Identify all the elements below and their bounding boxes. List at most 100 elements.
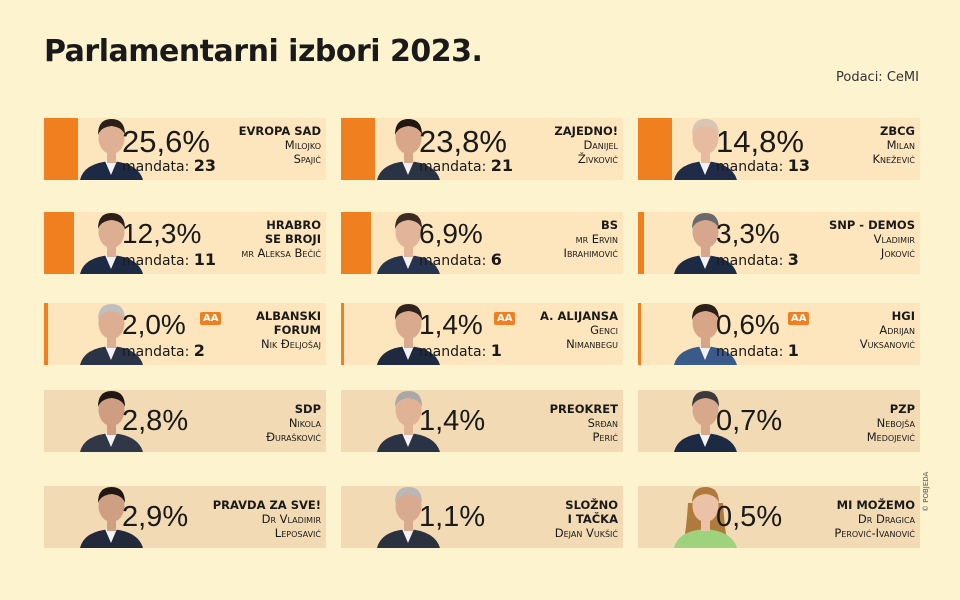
candidate-name: Milojko Spajić: [284, 138, 321, 166]
party-info: PZP Nebojša Medojević: [867, 402, 915, 444]
seats-number: 21: [490, 156, 514, 175]
page-title: Parlamentarni izbori 2023.: [44, 34, 483, 69]
party-name: SNP - DEMOS: [828, 218, 915, 232]
seat-share-stripe: [638, 303, 641, 365]
result-card: 0,5% MI MOŽEMO Dr Dragica Perović-Ivanović: [638, 486, 920, 548]
party-name: BS: [600, 218, 618, 232]
party-info: SNP - DEMOS Vladimir Joković: [829, 218, 915, 260]
party-info: SDP Nikola Đurašković: [266, 402, 321, 444]
result-card: 3,3% mandata: 3 SNP - DEMOS Vladimir Joković: [638, 212, 920, 274]
result-card: 1,4% AA mandata: 1 A. ALIJANSA Genci Nimanbeg…: [341, 303, 623, 365]
result-card: 1,4% PREOKRET Srđan Perić: [341, 390, 623, 452]
candidate-photo: [371, 377, 446, 452]
result-card: 12,3% mandata: 11 HRABRO SE BROJI mr Aleksa …: [44, 212, 326, 274]
result-card: 2,9% PRAVDA ZA SVE! Dr Vladimir Leposavić: [44, 486, 326, 548]
vote-percent: 14,8%: [716, 124, 804, 159]
vote-percent: 1,4%: [419, 309, 483, 340]
party-name: ZAJEDNO!: [554, 124, 618, 138]
result-card: 0,6% AA mandata: 1 HGI Adrijan Vuksanović: [638, 303, 920, 365]
vote-percent: 2,8%: [122, 405, 189, 437]
vote-percent: 2,0%: [122, 309, 186, 340]
candidate-photo: [371, 199, 446, 274]
seats-number: 11: [193, 250, 217, 269]
party-name: PZP: [889, 402, 915, 416]
aa-badge: AA: [494, 312, 516, 325]
candidate-photo: [74, 290, 149, 365]
seats-number: 1: [787, 341, 799, 360]
candidate-photo: [668, 105, 743, 180]
seats-label: mandata:: [716, 344, 788, 360]
vote-percent: 0,5%: [716, 501, 783, 533]
party-info: ALBANSKI FORUM Nik Đeljošaj: [256, 309, 321, 351]
vote-percent: 0,7%: [716, 405, 783, 437]
seats-number: 3: [787, 250, 799, 269]
party-name: EVROPA SAD: [238, 124, 321, 138]
seats-number: 6: [490, 250, 502, 269]
seats-label: mandata:: [419, 253, 491, 269]
candidate-photo: [371, 290, 446, 365]
result-card: 14,8% mandata: 13 ZBCG Milan Knežević: [638, 118, 920, 180]
result-card: 6,9% mandata: 6 BS mr Ervin Ibrahimović: [341, 212, 623, 274]
seats-number: 23: [193, 156, 217, 175]
seat-share-stripe: [341, 303, 344, 365]
vote-percent: 23,8%: [419, 124, 507, 159]
party-info: ZAJEDNO! Danijel Živković: [554, 124, 618, 166]
vote-percent: 1,4%: [419, 405, 486, 437]
seats-count: mandata: 23: [122, 156, 216, 175]
vote-percent: 25,6%: [122, 124, 210, 159]
candidate-name: Nik Đeljošaj: [260, 337, 321, 351]
candidate-name: Adrijan Vuksanović: [859, 323, 915, 351]
seat-share-stripe: [341, 118, 375, 180]
seats-label: mandata:: [716, 159, 788, 175]
candidate-photo: [74, 377, 149, 452]
seat-share-stripe: [44, 303, 48, 365]
party-name: PREOKRET: [549, 402, 618, 416]
seats-number: 1: [490, 341, 502, 360]
seats-label: mandata:: [122, 344, 194, 360]
seats-label: mandata:: [419, 344, 491, 360]
candidate-name: Vladimir Joković: [873, 232, 915, 260]
seats-label: mandata:: [716, 253, 788, 269]
party-name: HGI: [891, 309, 915, 323]
party-name: ALBANSKI FORUM: [256, 309, 321, 337]
party-info: A. ALIJANSA Genci Nimanbegu: [540, 309, 618, 351]
vote-percent: 1,1%: [419, 501, 486, 533]
candidate-photo: [668, 199, 743, 274]
party-name: ZBCG: [880, 124, 915, 138]
result-card: 23,8% mandata: 21 ZAJEDNO! Danijel Živković: [341, 118, 623, 180]
candidate-name: Srđan Perić: [587, 416, 618, 444]
candidate-photo: [74, 199, 149, 274]
seat-share-stripe: [638, 118, 672, 180]
seats-count: mandata: 3: [716, 250, 799, 269]
candidate-name: mr Aleksa Bečić: [241, 246, 321, 260]
result-card: 1,1% SLOŽNO I TAČKA Dejan Vukšić: [341, 486, 623, 548]
candidate-name: Milan Knežević: [872, 138, 915, 166]
party-info: MI MOŽEMO Dr Dragica Perović-Ivanović: [834, 498, 915, 540]
candidate-photo: [668, 473, 743, 548]
seats-count: mandata: 2: [122, 341, 205, 360]
vote-percent: 3,3%: [716, 218, 780, 249]
party-info: ZBCG Milan Knežević: [872, 124, 915, 166]
seats-label: mandata:: [122, 159, 194, 175]
candidate-photo: [371, 473, 446, 548]
candidate-name: mr Ervin Ibrahimović: [563, 232, 618, 260]
seat-share-stripe: [44, 212, 74, 274]
party-info: SLOŽNO I TAČKA Dejan Vukšić: [555, 498, 618, 540]
candidate-name: Nikola Đurašković: [266, 416, 321, 444]
candidate-photo: [668, 290, 743, 365]
party-info: HGI Adrijan Vuksanović: [860, 309, 915, 351]
seats-number: 13: [787, 156, 811, 175]
vote-percent: 2,9%: [122, 501, 189, 533]
candidate-photo: [668, 377, 743, 452]
vote-percent: 12,3%: [122, 218, 202, 249]
candidate-photo: [74, 105, 149, 180]
seats-label: mandata:: [419, 159, 491, 175]
data-source: Podaci: CeMI: [836, 70, 919, 85]
party-info: HRABRO SE BROJI mr Aleksa Bečić: [241, 218, 321, 260]
seat-share-stripe: [44, 118, 78, 180]
party-name: SLOŽNO I TAČKA: [565, 498, 618, 526]
candidate-name: Genci Nimanbegu: [566, 323, 618, 351]
candidate-name: Dr Vladimir Leposavić: [261, 512, 321, 540]
candidate-photo: [74, 473, 149, 548]
candidate-name: Danijel Živković: [577, 138, 618, 166]
